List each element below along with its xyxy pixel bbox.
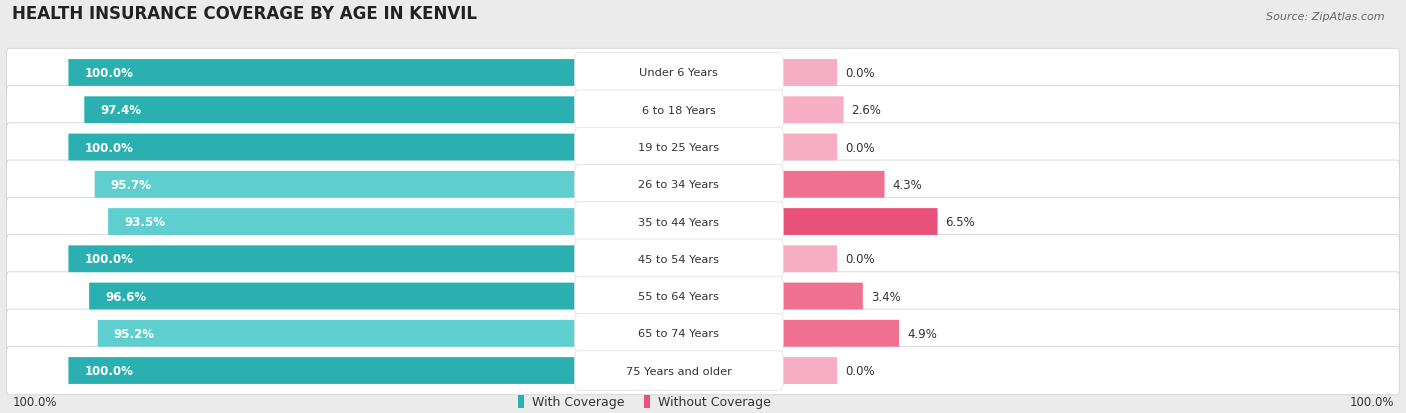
Text: HEALTH INSURANCE COVERAGE BY AGE IN KENVIL: HEALTH INSURANCE COVERAGE BY AGE IN KENV… [13, 5, 477, 23]
FancyBboxPatch shape [575, 277, 783, 316]
Text: 100.0%: 100.0% [1350, 395, 1393, 408]
FancyBboxPatch shape [575, 165, 783, 204]
FancyBboxPatch shape [575, 351, 783, 390]
FancyBboxPatch shape [780, 60, 837, 87]
Text: 0.0%: 0.0% [845, 67, 875, 80]
FancyBboxPatch shape [780, 209, 938, 235]
Text: 0.0%: 0.0% [845, 253, 875, 266]
Text: 100.0%: 100.0% [84, 253, 134, 266]
Text: 4.9%: 4.9% [907, 327, 936, 340]
Text: 26 to 34 Years: 26 to 34 Years [638, 180, 720, 190]
FancyBboxPatch shape [84, 97, 679, 124]
FancyBboxPatch shape [98, 320, 679, 347]
Text: 3.4%: 3.4% [870, 290, 901, 303]
FancyBboxPatch shape [7, 198, 1399, 246]
Text: 65 to 74 Years: 65 to 74 Years [638, 328, 720, 339]
Text: 100.0%: 100.0% [84, 364, 134, 377]
Bar [644, 394, 650, 408]
Text: With Coverage: With Coverage [531, 395, 624, 408]
Text: 0.0%: 0.0% [845, 364, 875, 377]
Text: 100.0%: 100.0% [84, 67, 134, 80]
Text: 45 to 54 Years: 45 to 54 Years [638, 254, 720, 264]
FancyBboxPatch shape [69, 246, 679, 273]
Text: 75 Years and older: 75 Years and older [626, 366, 733, 376]
Text: 2.6%: 2.6% [852, 104, 882, 117]
FancyBboxPatch shape [69, 60, 679, 87]
FancyBboxPatch shape [7, 123, 1399, 172]
FancyBboxPatch shape [94, 171, 679, 198]
Text: 97.4%: 97.4% [100, 104, 142, 117]
FancyBboxPatch shape [7, 86, 1399, 135]
FancyBboxPatch shape [780, 283, 863, 310]
Text: 95.2%: 95.2% [114, 327, 155, 340]
FancyBboxPatch shape [780, 246, 837, 273]
Text: 55 to 64 Years: 55 to 64 Years [638, 291, 720, 301]
FancyBboxPatch shape [69, 134, 679, 161]
FancyBboxPatch shape [69, 357, 679, 384]
Text: Under 6 Years: Under 6 Years [640, 68, 718, 78]
FancyBboxPatch shape [575, 91, 783, 130]
Text: 96.6%: 96.6% [105, 290, 146, 303]
FancyBboxPatch shape [780, 320, 898, 347]
FancyBboxPatch shape [575, 128, 783, 167]
FancyBboxPatch shape [780, 171, 884, 198]
Text: 19 to 25 Years: 19 to 25 Years [638, 142, 720, 153]
Text: 4.3%: 4.3% [893, 178, 922, 191]
Text: Without Coverage: Without Coverage [658, 395, 770, 408]
FancyBboxPatch shape [108, 209, 679, 235]
FancyBboxPatch shape [7, 235, 1399, 283]
FancyBboxPatch shape [575, 240, 783, 279]
Bar [519, 394, 524, 408]
Text: 35 to 44 Years: 35 to 44 Years [638, 217, 720, 227]
Text: 93.5%: 93.5% [124, 216, 165, 228]
Text: 6 to 18 Years: 6 to 18 Years [643, 105, 716, 116]
FancyBboxPatch shape [7, 272, 1399, 320]
FancyBboxPatch shape [7, 161, 1399, 209]
Text: 100.0%: 100.0% [13, 395, 56, 408]
FancyBboxPatch shape [575, 314, 783, 353]
FancyBboxPatch shape [780, 134, 837, 161]
FancyBboxPatch shape [7, 347, 1399, 395]
FancyBboxPatch shape [7, 309, 1399, 358]
FancyBboxPatch shape [780, 97, 844, 124]
Text: 6.5%: 6.5% [946, 216, 976, 228]
FancyBboxPatch shape [575, 54, 783, 93]
FancyBboxPatch shape [780, 357, 837, 384]
FancyBboxPatch shape [7, 49, 1399, 97]
FancyBboxPatch shape [89, 283, 679, 310]
Text: Source: ZipAtlas.com: Source: ZipAtlas.com [1267, 12, 1385, 22]
FancyBboxPatch shape [575, 202, 783, 242]
Text: 95.7%: 95.7% [111, 178, 152, 191]
Text: 0.0%: 0.0% [845, 141, 875, 154]
Text: 100.0%: 100.0% [84, 141, 134, 154]
